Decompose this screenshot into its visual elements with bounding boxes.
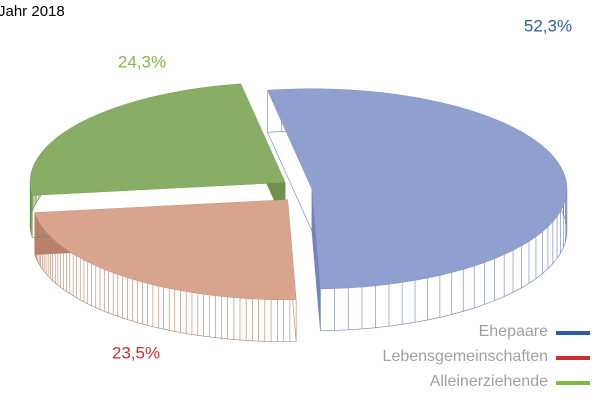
chart-title: Jahr 2018: [0, 3, 65, 20]
slice: [30, 84, 285, 195]
value-label: 24,3%: [118, 52, 166, 71]
legend-label: Ehepaare: [479, 323, 548, 340]
slice: [35, 200, 296, 300]
value-label: 52,3%: [524, 16, 572, 35]
chart: Jahr 2018 52,3% 23,5% 24,3% Ehepaare Lebensg…: [0, 0, 592, 403]
legend-label: Alleinerziehende: [430, 373, 548, 390]
slice: [268, 89, 567, 289]
legend-label: Lebensgemeinschaften: [383, 348, 548, 365]
value-label: 23,5%: [112, 343, 160, 362]
